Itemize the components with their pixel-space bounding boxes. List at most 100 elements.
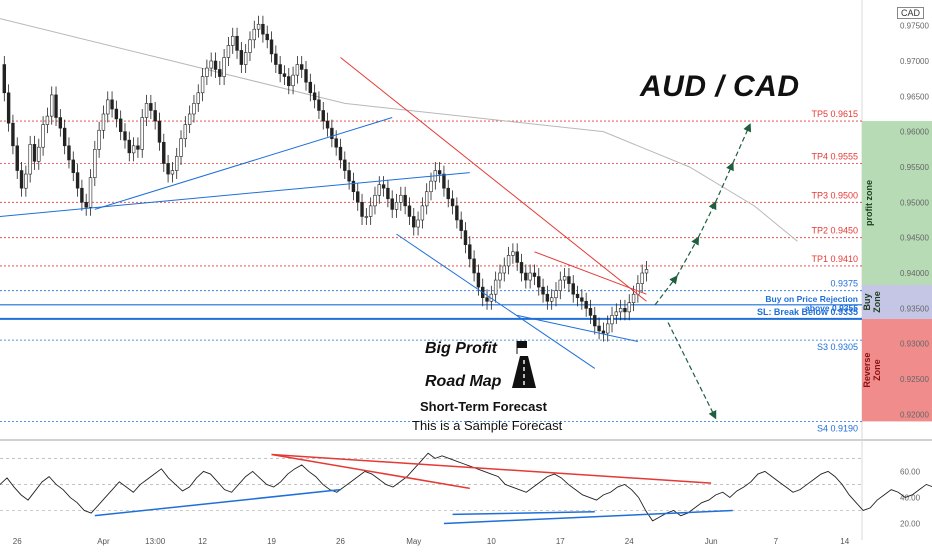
level-label-2: TP3 0.9500 — [811, 190, 858, 200]
candle-body — [179, 138, 183, 157]
candle-body — [330, 127, 334, 140]
trendline-1 — [534, 251, 647, 295]
candle-body — [343, 159, 347, 171]
candle-body — [62, 127, 67, 147]
candle-body — [45, 115, 50, 125]
candle-body — [450, 198, 455, 207]
candle-body — [291, 74, 295, 87]
candle-body — [11, 122, 15, 147]
forecast-note: This is a Sample Forecast — [412, 418, 563, 433]
candle-body — [593, 315, 597, 327]
time-tick-label: 26 — [336, 537, 345, 546]
candle-body — [347, 170, 351, 182]
candle-body — [321, 110, 325, 122]
candle-body — [368, 205, 373, 217]
candle-body — [80, 187, 84, 203]
forecast-arrow-0 — [732, 123, 752, 164]
candle-body — [528, 272, 532, 281]
candle-body — [446, 187, 450, 200]
forecast-arrow-1 — [667, 322, 717, 420]
candle-body — [123, 131, 127, 141]
candle-body — [295, 64, 300, 76]
time-tick-label: 12 — [198, 537, 207, 546]
time-tick-label: 19 — [267, 537, 276, 546]
candle-body — [183, 124, 188, 140]
candle-body — [463, 230, 468, 246]
candle-body — [429, 180, 433, 193]
candle-body — [308, 81, 313, 94]
level-label-7: SL: Break Below 0.9335 — [757, 307, 858, 317]
candle-body — [170, 170, 175, 175]
candle-body — [196, 92, 200, 104]
candle-body — [541, 286, 545, 295]
candle-body — [41, 124, 45, 148]
candle-body — [618, 308, 623, 313]
candle-body — [558, 279, 563, 291]
checkered-flag-icon — [517, 341, 527, 348]
candle-body — [287, 76, 291, 87]
price-tick-label: 0.95500 — [900, 163, 929, 172]
price-tick-label: 0.96500 — [900, 92, 929, 101]
candle-body — [140, 117, 144, 150]
candle-body — [584, 300, 588, 309]
candle-body — [37, 146, 41, 162]
indicator-trendline-0 — [94, 488, 341, 517]
candle-body — [28, 144, 32, 175]
candle-body — [243, 52, 248, 65]
candle-body — [390, 198, 394, 210]
candle-body — [420, 205, 425, 221]
candle-body — [106, 99, 110, 115]
candle-body — [356, 191, 360, 203]
candle-body — [502, 265, 506, 274]
candle-body — [636, 283, 640, 295]
candle-body — [157, 120, 162, 143]
candle-body — [205, 67, 209, 77]
candle-body — [442, 173, 446, 189]
forecast-arrow-0 — [654, 275, 678, 306]
candle-body — [394, 202, 399, 210]
candle-body — [519, 262, 524, 274]
candle-body — [597, 325, 601, 332]
brand-line-1: Big Profit — [425, 340, 497, 357]
trendline-3 — [94, 117, 393, 210]
candle-body — [239, 50, 244, 65]
candle-body — [127, 139, 132, 154]
candle-body — [610, 315, 614, 325]
zone-label-word: Zone — [872, 291, 882, 313]
price-tick-label: 0.93000 — [900, 340, 929, 349]
currency-badge[interactable]: CAD — [897, 7, 925, 19]
time-tick-label: Apr — [97, 537, 110, 546]
candle-body — [545, 293, 550, 302]
candle-body — [317, 99, 321, 111]
candle-body — [248, 39, 252, 53]
candle-body — [386, 187, 390, 200]
forecast-arrow-0 — [676, 236, 700, 277]
level-label-1: TP4 0.9555 — [811, 151, 858, 161]
candle-body — [580, 297, 584, 302]
candle-body — [265, 33, 269, 41]
forecast-subtitle: Short-Term Forecast — [420, 399, 547, 414]
indicator-trendline-1 — [271, 453, 470, 490]
zone-rect-0 — [862, 121, 932, 286]
candle-body — [373, 194, 377, 207]
candle-body — [226, 45, 231, 58]
indicator-trendline-2 — [271, 453, 712, 484]
indicator-line — [0, 452, 932, 522]
time-tick-label: 24 — [625, 537, 634, 546]
pair-title: AUD / CAD — [640, 70, 800, 103]
candle-body — [110, 99, 114, 110]
indicator-trendline-4 — [452, 511, 595, 516]
indicator-tick-label: 40.00 — [900, 493, 921, 502]
candle-body — [175, 156, 179, 171]
candle-body — [575, 293, 580, 299]
candle-body — [532, 272, 537, 277]
time-tick-label: 14 — [840, 537, 849, 546]
candle-body — [472, 258, 476, 274]
candle-body — [153, 110, 157, 122]
candle-body — [459, 219, 463, 231]
candle-body — [627, 302, 631, 313]
price-tick-label: 0.96000 — [900, 128, 929, 137]
candle-body — [407, 205, 412, 217]
candle-body — [511, 251, 515, 256]
